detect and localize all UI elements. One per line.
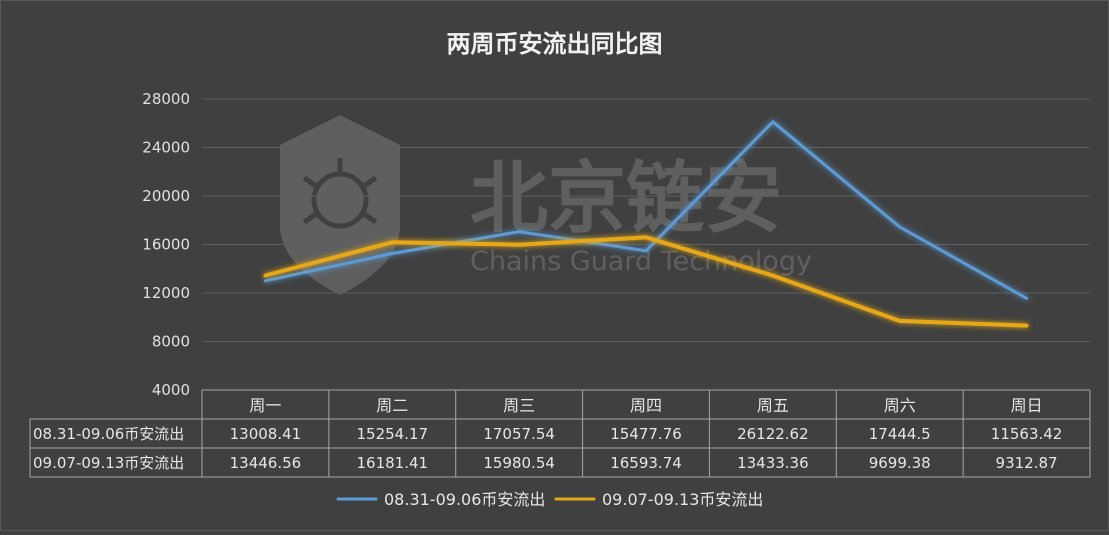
table-row-label: 09.07-09.13币安流出 (33, 454, 184, 472)
y-tick-label: 4000 (152, 381, 190, 399)
y-tick-label: 16000 (142, 236, 190, 254)
x-category-label: 周四 (630, 396, 662, 415)
legend-label-2: 09.07-09.13币安流出 (602, 490, 763, 509)
table-cell: 15980.54 (483, 454, 555, 472)
table-row-label: 08.31-09.06币安流出 (33, 425, 184, 443)
y-tick-label: 20000 (142, 187, 190, 205)
y-tick-label: 8000 (152, 333, 190, 351)
legend-label-1: 08.31-09.06币安流出 (384, 490, 545, 509)
table-cell: 17057.54 (483, 425, 555, 443)
x-category-label: 周六 (884, 396, 916, 415)
table-cell: 11563.42 (991, 425, 1063, 443)
x-category-label: 周一 (249, 396, 281, 415)
table-cell: 13433.36 (737, 454, 809, 472)
chart-title: 两周币安流出同比图 (447, 30, 663, 58)
table-cell: 16593.74 (610, 454, 682, 472)
table-cell: 9699.38 (869, 454, 931, 472)
table-cell: 15477.76 (610, 425, 682, 443)
table-cell: 9312.87 (996, 454, 1058, 472)
y-tick-label: 24000 (142, 139, 190, 157)
table-cell: 16181.41 (356, 454, 428, 472)
watermark-cn: 北京链安 (470, 154, 782, 244)
table-cell: 26122.62 (737, 425, 809, 443)
x-category-label: 周五 (757, 396, 789, 415)
table-cell: 13446.56 (230, 454, 302, 472)
x-category-label: 周日 (1011, 396, 1043, 415)
table-cell: 13008.41 (230, 425, 302, 443)
y-tick-label: 12000 (142, 284, 190, 302)
y-tick-label: 28000 (142, 90, 190, 108)
table-cell: 15254.17 (356, 425, 428, 443)
x-category-label: 周二 (376, 396, 408, 415)
table-cell: 17444.5 (869, 425, 931, 443)
x-category-label: 周三 (503, 396, 535, 415)
